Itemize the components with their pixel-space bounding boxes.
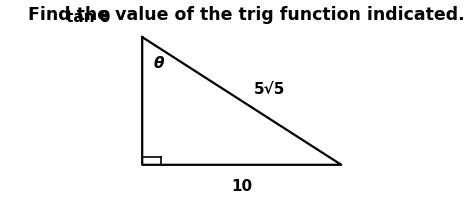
Text: 5√5: 5√5	[254, 82, 285, 97]
Text: θ: θ	[154, 56, 164, 71]
Text: tan θ: tan θ	[66, 10, 110, 25]
Text: Find the value of the trig function indicated.: Find the value of the trig function indi…	[28, 6, 465, 24]
Text: 10: 10	[231, 179, 252, 194]
